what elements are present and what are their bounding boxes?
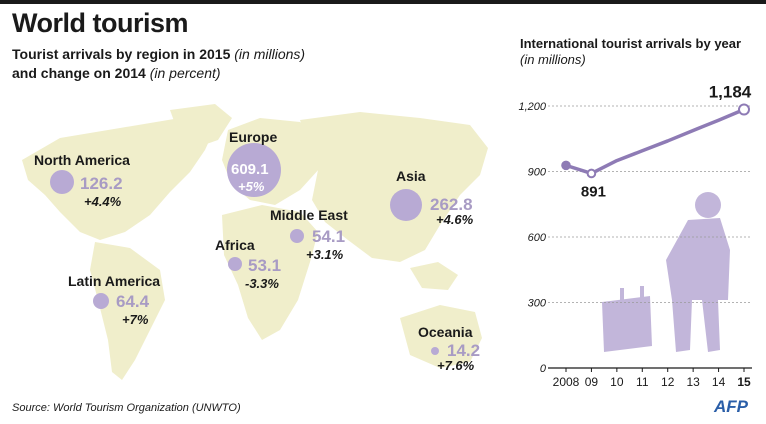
data-point-09 <box>586 168 597 179</box>
traveler-silhouette <box>602 192 730 352</box>
annotation-label-09: 891 <box>581 183 606 200</box>
x-tick-label: 14 <box>712 375 726 389</box>
source-note: Source: World Tourism Organization (UNWT… <box>12 402 241 414</box>
region-name-latin-america: Latin America <box>68 273 161 289</box>
region-value-middle-east: 54.1 <box>312 227 346 246</box>
region-change-oceania: +7.6% <box>437 358 475 373</box>
region-value-europe: 609.1 <box>231 161 269 178</box>
subtitle-line2-italic: (in percent) <box>149 65 221 81</box>
subtitle-line1-bold: Tourist arrivals by region in 2015 <box>12 46 231 62</box>
x-tick-label: 13 <box>686 375 700 389</box>
y-tick-label: 600 <box>528 232 547 244</box>
region-change-asia: +4.6% <box>436 212 474 227</box>
region-value-asia: 262.8 <box>430 195 473 214</box>
region-value-north-america: 126.2 <box>80 174 123 193</box>
subtitle-line1: Tourist arrivals by region in 2015 (in m… <box>12 46 305 62</box>
afp-logo: AFP <box>714 397 748 416</box>
x-tick-label: 11 <box>636 375 649 389</box>
x-tick-label: 09 <box>585 375 599 389</box>
x-tick-label: 12 <box>661 375 675 389</box>
top-bar <box>0 0 766 4</box>
annotation-label-15: 1,184 <box>709 82 752 101</box>
region-change-africa: -3.3% <box>245 276 279 291</box>
map-asia <box>300 112 488 262</box>
region-value-africa: 53.1 <box>248 256 282 275</box>
bubble-middle-east <box>290 229 304 243</box>
data-point-2008 <box>561 160 571 171</box>
data-point-15 <box>738 103 750 116</box>
region-name-oceania: Oceania <box>418 324 473 340</box>
region-change-middle-east: +3.1% <box>306 247 344 262</box>
subtitle-line2: and change on 2014 (in percent) <box>12 65 221 81</box>
bubble-asia <box>390 189 422 221</box>
region-change-europe: +5% <box>238 179 265 194</box>
region-name-middle-east: Middle East <box>270 207 348 223</box>
map-greenland <box>170 104 232 148</box>
bubble-africa <box>228 257 242 271</box>
y-tick-label: 0 <box>540 363 547 375</box>
chart-subtitle: (in millions) <box>520 52 586 67</box>
subtitle-line2-bold: and change on 2014 <box>12 65 146 81</box>
bubble-north-america <box>50 170 74 194</box>
y-tick-label: 900 <box>528 167 547 179</box>
subtitle-line1-italic: (in millions) <box>234 46 306 62</box>
x-tick-label: 2008 <box>553 375 580 389</box>
map-north-america <box>22 118 215 240</box>
region-value-latin-america: 64.4 <box>116 292 150 311</box>
page-title: World tourism <box>12 8 189 38</box>
region-name-europe: Europe <box>229 129 278 145</box>
map-se-asia <box>410 262 458 290</box>
x-tick-label: 15 <box>737 375 751 389</box>
x-tick-label: 10 <box>610 375 624 389</box>
chart-title: International tourist arrivals by year <box>520 36 742 51</box>
region-name-africa: Africa <box>215 237 255 253</box>
region-change-north-america: +4.4% <box>84 194 122 209</box>
bubble-latin-america <box>93 293 109 309</box>
map-latin-america <box>90 242 165 380</box>
y-tick-label: 300 <box>528 298 547 310</box>
region-value-oceania: 14.2 <box>447 341 481 360</box>
region-change-latin-america: +7% <box>122 312 149 327</box>
region-name-asia: Asia <box>396 168 426 184</box>
region-name-north-america: North America <box>34 152 130 168</box>
y-tick-label: 1,200 <box>518 101 546 113</box>
bubble-oceania <box>431 347 439 355</box>
bubble-europe <box>227 143 281 197</box>
series-line-arrivals <box>565 107 745 176</box>
map-oceania <box>400 305 482 368</box>
